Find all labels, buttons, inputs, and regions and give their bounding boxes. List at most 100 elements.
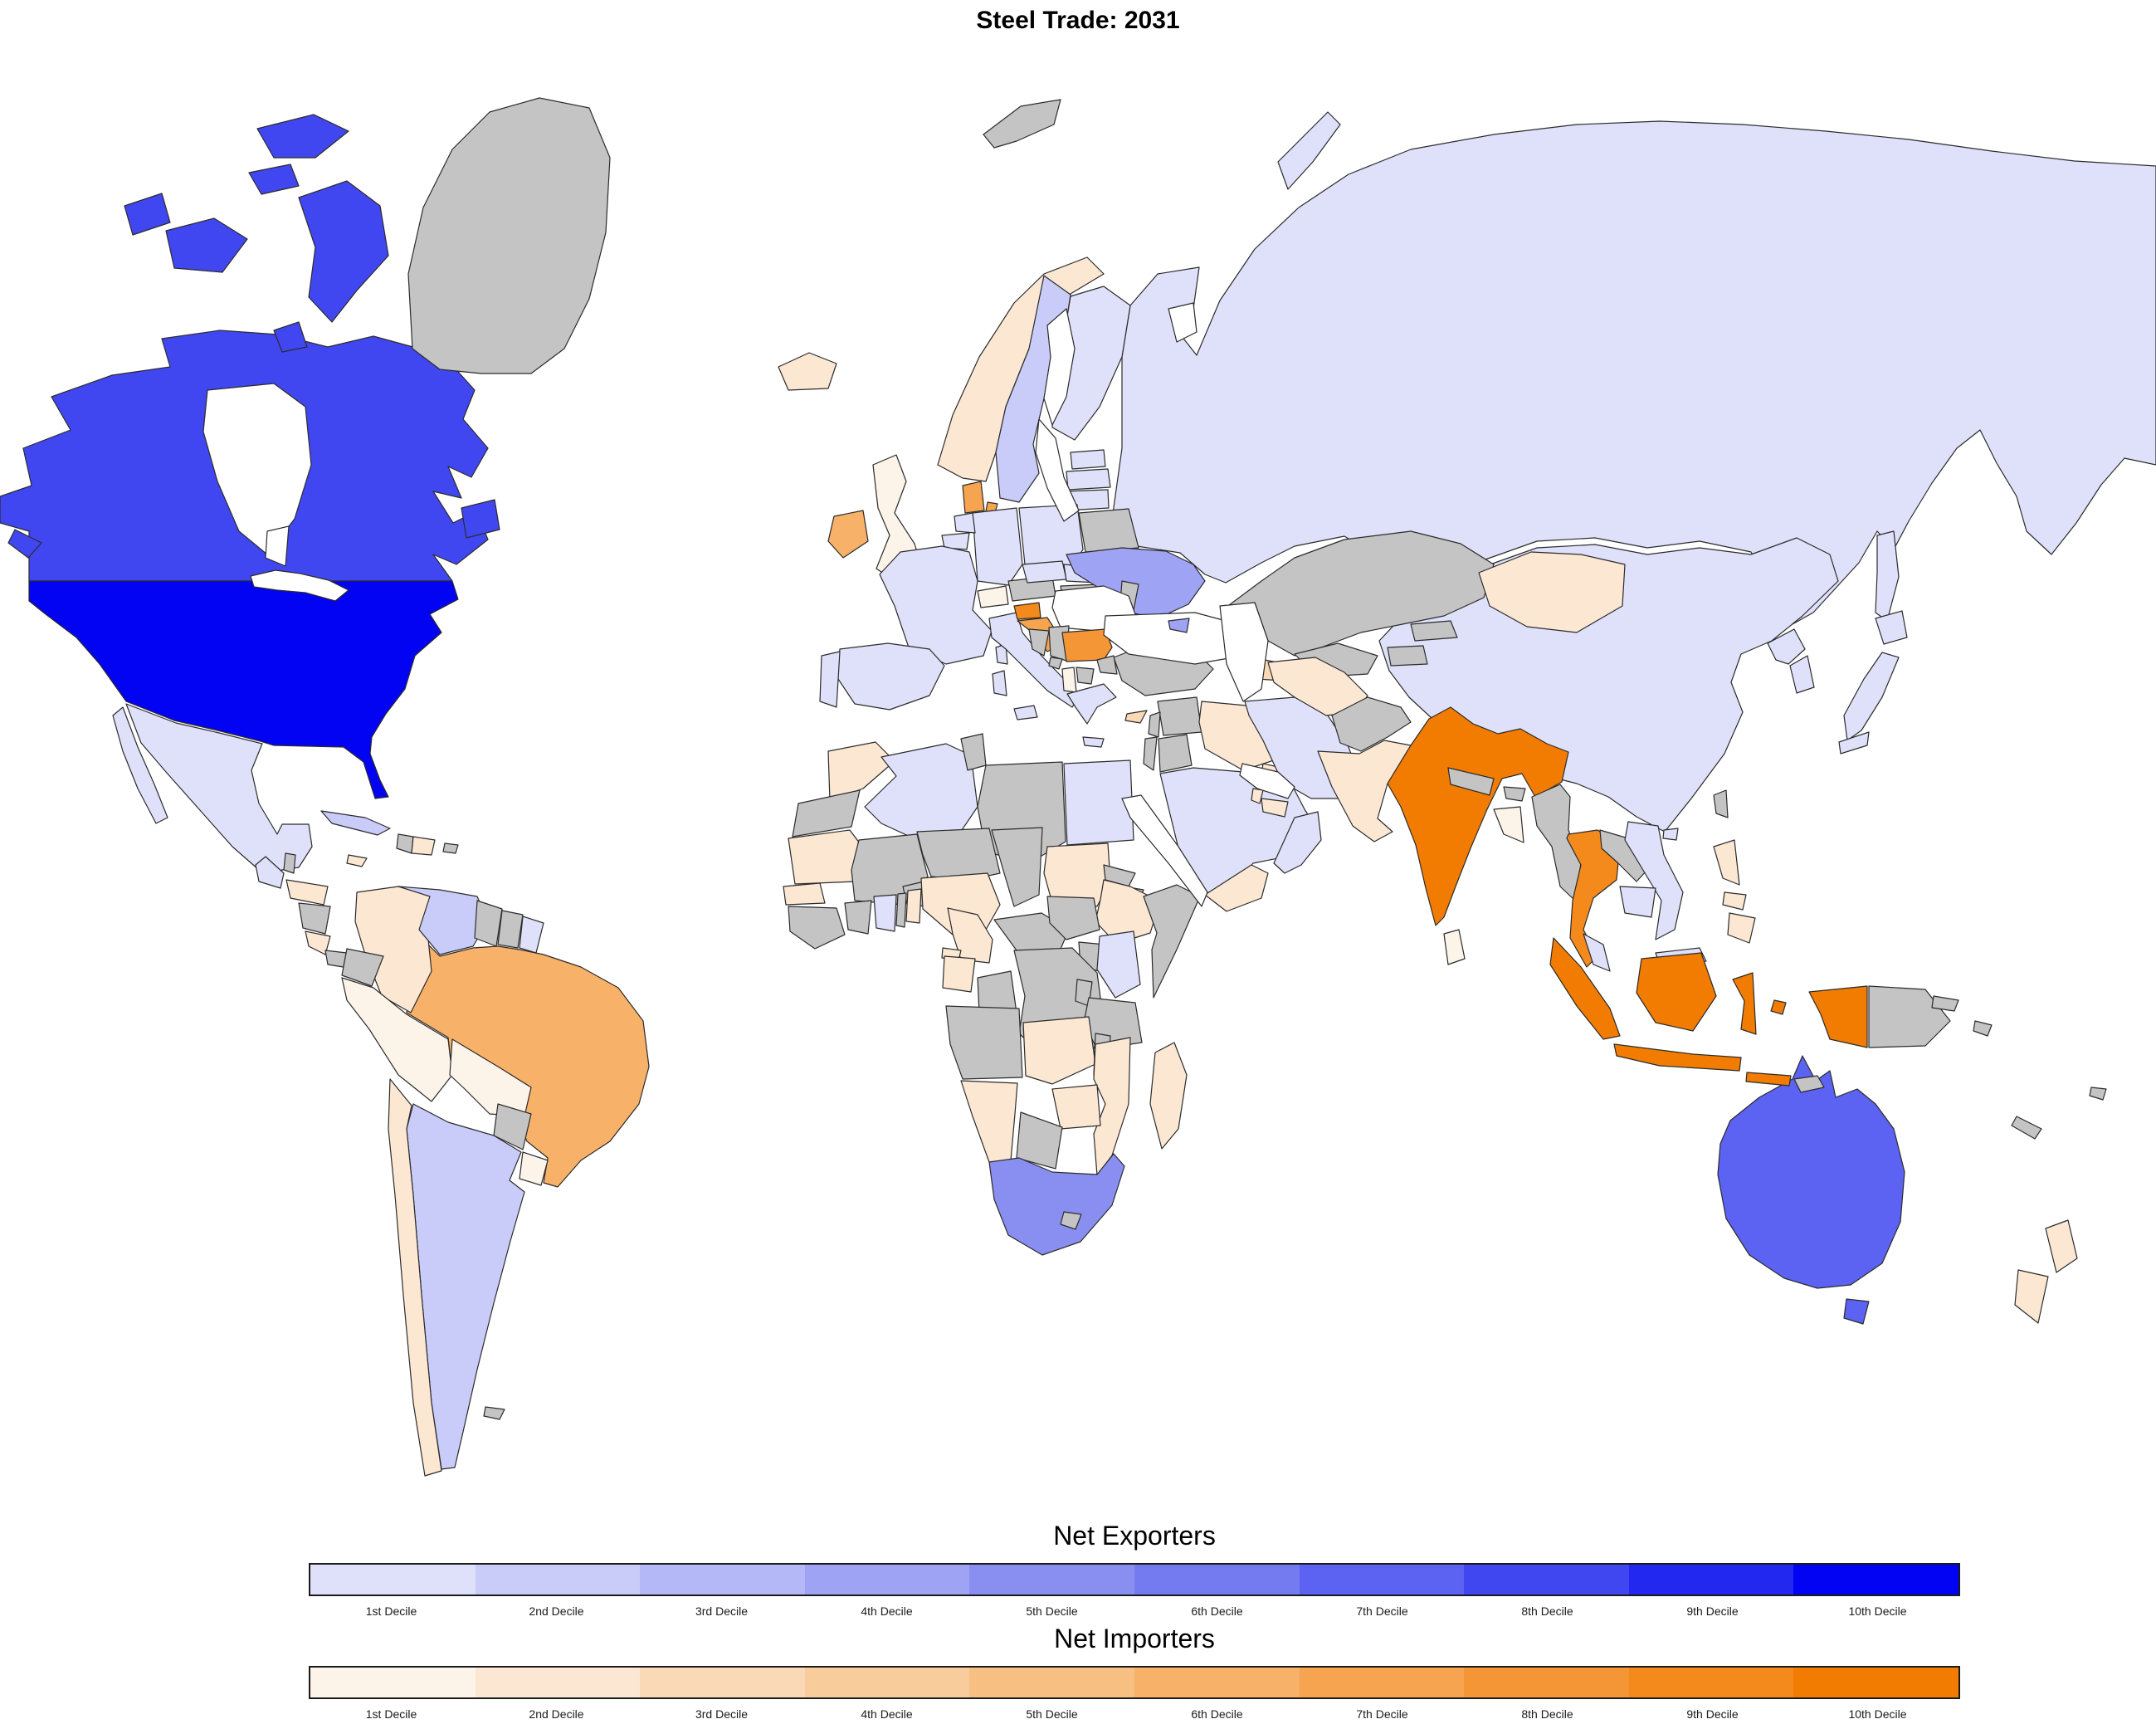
legend-segment-9 — [1628, 1565, 1794, 1595]
country-syria — [1157, 696, 1202, 736]
country-yemen — [1204, 864, 1269, 912]
country-tajikistan — [1387, 645, 1428, 667]
legend-label-7: 7th Decile — [1356, 1707, 1408, 1721]
country-cyprus — [1124, 710, 1148, 724]
legend-segment-4 — [804, 1668, 970, 1697]
country-ukraine — [1066, 547, 1206, 619]
country-sudan — [1043, 842, 1111, 907]
country-falkland-islands — [483, 1406, 505, 1420]
country-uruguay — [519, 1151, 549, 1186]
legend-label-10: 10th Decile — [1848, 1707, 1907, 1721]
country-western-sahara — [792, 789, 861, 838]
country-afghanistan — [1331, 696, 1412, 752]
country-new-caledonia — [2011, 1116, 2042, 1140]
country-bangladesh — [1493, 806, 1524, 843]
legend-label-8: 8th Decile — [1521, 1604, 1573, 1618]
legend-label-1: 1st Decile — [365, 1707, 417, 1721]
country-north-macedonia — [1076, 667, 1095, 685]
country-belgium — [941, 532, 970, 550]
world-map — [0, 97, 2156, 1477]
legend-label-6: 6th Decile — [1191, 1604, 1243, 1618]
legend-segment-9 — [1628, 1668, 1794, 1697]
country-ghana — [873, 894, 897, 932]
country-united-states — [28, 580, 459, 799]
baltic-sea — [1035, 418, 1080, 522]
country-zambia — [1022, 1016, 1096, 1085]
country-zimbabwe — [1051, 1084, 1101, 1130]
country-south-korea — [1789, 655, 1815, 694]
country-greenland — [407, 97, 611, 374]
country-canada-baffin — [298, 180, 389, 323]
country-venezuela — [398, 886, 489, 955]
country-guatemala — [255, 856, 285, 889]
persian-gulf — [1239, 763, 1295, 799]
country-new-zealand-south — [2014, 1269, 2049, 1324]
legend-label-10: 10th Decile — [1848, 1604, 1907, 1618]
country-east-timor — [1793, 1075, 1825, 1093]
legend-label-4: 4th Decile — [861, 1707, 913, 1721]
country-jordan — [1158, 734, 1193, 773]
country-madagascar — [1149, 1042, 1188, 1150]
legend-label-9: 9th Decile — [1686, 1707, 1739, 1721]
country-greece — [1066, 683, 1117, 725]
country-japan-honshu — [1843, 652, 1900, 741]
legend-exporters-bar — [309, 1563, 1960, 1596]
country-israel — [1143, 736, 1158, 771]
country-costa-rica — [305, 930, 331, 955]
country-iceland — [778, 352, 837, 391]
country-australia-tasmania — [1843, 1298, 1870, 1325]
legend-segment-7 — [1299, 1565, 1465, 1595]
country-south-africa — [988, 1153, 1125, 1256]
legend-segment-4 — [804, 1565, 970, 1595]
country-china-hainan — [1662, 828, 1679, 841]
country-belize — [283, 852, 296, 874]
legend-label-5: 5th Decile — [1026, 1604, 1078, 1618]
country-bhutan — [1503, 786, 1526, 802]
country-switzerland — [977, 585, 1009, 608]
legend-exporters: Net Exporters 1st Decile 2nd Decile 3rd De… — [309, 1521, 1960, 1618]
country-russia-novaya-zemlya — [1277, 111, 1341, 190]
legend-importers: Net Importers 1st Decile 2nd Decile 3rd De… — [309, 1624, 1960, 1721]
country-north-korea — [1767, 628, 1806, 665]
country-canada-southampton — [273, 321, 308, 353]
country-niger — [916, 828, 1001, 881]
country-belarus — [1078, 508, 1139, 553]
black-sea — [1103, 612, 1244, 665]
legend-segment-3 — [640, 1565, 805, 1595]
country-nepal — [1447, 767, 1495, 796]
country-puerto-rico — [442, 842, 459, 854]
country-mauritania — [788, 829, 861, 885]
legend-importers-labels: 1st Decile 2nd Decile 3rd Decile 4th Decile… — [309, 1707, 1960, 1721]
legend-label-2: 2nd Decile — [529, 1604, 584, 1618]
legend-label-7: 7th Decile — [1356, 1604, 1408, 1618]
legend-label-2: 2nd Decile — [529, 1707, 584, 1721]
country-dominican-republic — [411, 836, 436, 856]
country-cote-divoire — [844, 900, 872, 935]
page-title: Steel Trade: 2031 — [976, 7, 1180, 34]
legend-label-6: 6th Decile — [1191, 1707, 1243, 1721]
gulf-of-bothnia — [1043, 308, 1076, 426]
country-india — [1387, 706, 1569, 926]
legend-label-1: 1st Decile — [365, 1604, 417, 1618]
country-ecuador — [341, 948, 384, 987]
country-togo — [895, 892, 907, 928]
country-solomon-islands — [1973, 1020, 1993, 1037]
legend-segment-10 — [1793, 1565, 1958, 1595]
country-canada-banks — [124, 193, 171, 236]
country-australia — [1717, 1055, 1905, 1289]
legend-label-5: 5th Decile — [1026, 1707, 1078, 1721]
country-suriname — [497, 910, 524, 949]
legend-importers-bar — [309, 1666, 1960, 1699]
country-chile — [388, 1078, 442, 1477]
country-ireland — [827, 510, 869, 559]
country-netherlands — [954, 512, 976, 534]
legend-label-3: 3rd Decile — [695, 1604, 749, 1618]
country-indonesia-west-papua — [1808, 985, 1868, 1048]
country-philippines-visayas — [1722, 891, 1747, 911]
country-gabon — [942, 955, 976, 993]
country-latvia — [1066, 468, 1111, 491]
country-senegal — [783, 882, 826, 906]
country-mexico — [125, 703, 313, 877]
james-bay — [265, 525, 290, 567]
country-indonesia-kalimantan — [1636, 952, 1717, 1032]
